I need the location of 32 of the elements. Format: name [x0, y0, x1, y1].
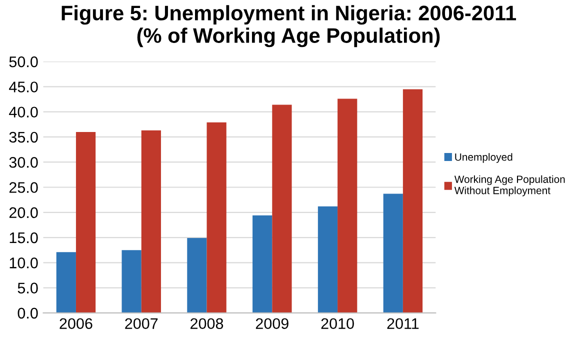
y-tick-label: 15.0 [10, 232, 38, 244]
y-tick-label: 35.0 [9, 132, 38, 143]
y-tick-label: 50.0 [9, 56, 38, 68]
bar [383, 194, 403, 313]
y-tick-label: 30.0 [9, 156, 38, 168]
legend-label: Working Age Population Without Employment [454, 175, 565, 196]
x-tick-label: 2010 [321, 318, 354, 330]
y-tick-label: 40.0 [9, 106, 38, 118]
bar [402, 89, 423, 313]
y-tick-label: 0.0 [18, 308, 38, 319]
bar [338, 98, 358, 313]
bar [56, 252, 76, 313]
bar [76, 132, 96, 313]
x-tick-label: 2011 [387, 318, 419, 330]
bar [122, 250, 142, 313]
bar [206, 122, 226, 313]
legend-label: Unemployed [455, 153, 512, 163]
y-tick-label: 10.0 [10, 258, 38, 268]
y-tick-label: 25.0 [9, 182, 38, 193]
chart-title: Figure 5: Unemployment in Nigeria: 2006-2011 (% of Working Age Population) [62, 5, 516, 48]
bar [252, 215, 272, 313]
bar [187, 238, 207, 313]
x-tick-label: 2007 [125, 318, 158, 330]
x-tick-label: 2008 [190, 318, 224, 330]
x-tick-label: 2009 [256, 318, 288, 330]
y-tick-label: 5.0 [18, 282, 38, 294]
y-tick-label: 20.0 [9, 207, 38, 218]
bar [272, 104, 292, 313]
bar [318, 206, 338, 313]
bar [141, 130, 161, 313]
y-tick-label: 45.0 [9, 82, 38, 92]
x-tick-label: 2006 [60, 318, 92, 330]
